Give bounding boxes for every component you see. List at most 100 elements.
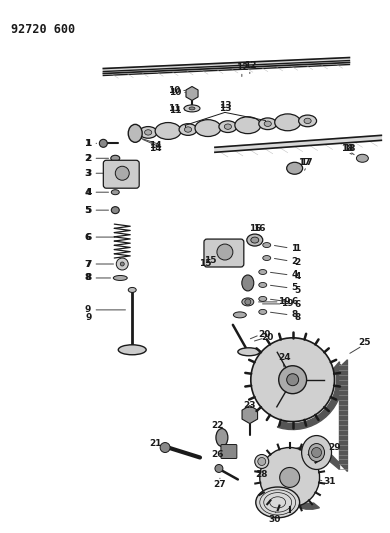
- Ellipse shape: [238, 348, 260, 356]
- Text: 4: 4: [84, 188, 90, 197]
- Circle shape: [258, 457, 266, 465]
- Ellipse shape: [113, 276, 127, 280]
- Ellipse shape: [301, 435, 332, 470]
- Ellipse shape: [184, 105, 200, 112]
- Text: 14: 14: [149, 141, 161, 150]
- Circle shape: [217, 244, 233, 260]
- FancyBboxPatch shape: [221, 445, 237, 458]
- Text: 20: 20: [262, 333, 274, 342]
- Circle shape: [120, 262, 124, 266]
- Ellipse shape: [287, 162, 303, 174]
- Text: 7: 7: [85, 260, 92, 269]
- Text: 9: 9: [85, 313, 92, 322]
- Text: 24: 24: [278, 353, 291, 362]
- Circle shape: [115, 166, 129, 180]
- FancyBboxPatch shape: [204, 239, 244, 267]
- Ellipse shape: [111, 207, 119, 214]
- Ellipse shape: [263, 255, 271, 261]
- Text: 5: 5: [291, 284, 298, 293]
- Text: 26: 26: [212, 450, 224, 459]
- Text: 17: 17: [300, 158, 313, 167]
- Text: 18: 18: [343, 144, 356, 153]
- Ellipse shape: [128, 124, 142, 142]
- Circle shape: [215, 464, 223, 472]
- Text: 6: 6: [291, 297, 298, 306]
- Text: 1: 1: [85, 139, 92, 148]
- Ellipse shape: [256, 487, 300, 518]
- Text: 16: 16: [248, 224, 261, 232]
- Ellipse shape: [308, 443, 324, 462]
- Text: 8: 8: [294, 313, 301, 322]
- Text: 8: 8: [84, 273, 90, 282]
- Text: 5: 5: [294, 286, 301, 295]
- Text: 16: 16: [254, 224, 266, 232]
- Polygon shape: [215, 135, 381, 152]
- Ellipse shape: [263, 243, 271, 247]
- Text: 27: 27: [214, 480, 226, 489]
- Ellipse shape: [251, 237, 259, 243]
- Ellipse shape: [304, 118, 311, 124]
- Text: 12: 12: [243, 61, 256, 70]
- Circle shape: [280, 467, 300, 487]
- Polygon shape: [103, 58, 349, 74]
- Text: 10: 10: [169, 88, 181, 97]
- Ellipse shape: [264, 121, 271, 126]
- Ellipse shape: [275, 114, 301, 131]
- Text: 9: 9: [84, 305, 90, 314]
- Ellipse shape: [259, 282, 267, 287]
- Text: 1: 1: [291, 244, 298, 253]
- Ellipse shape: [179, 124, 197, 135]
- Text: 8: 8: [85, 273, 92, 282]
- Text: 18: 18: [341, 144, 354, 153]
- Ellipse shape: [247, 234, 263, 246]
- Circle shape: [160, 442, 170, 453]
- Text: 2: 2: [294, 257, 301, 266]
- Circle shape: [99, 139, 107, 147]
- Text: 13: 13: [219, 101, 231, 110]
- Ellipse shape: [255, 455, 269, 469]
- Text: 29: 29: [328, 443, 341, 452]
- Text: 3: 3: [85, 169, 92, 177]
- Text: 6: 6: [294, 301, 301, 309]
- Ellipse shape: [299, 115, 317, 127]
- Text: 15: 15: [199, 259, 211, 268]
- Text: 4: 4: [291, 270, 298, 279]
- Ellipse shape: [235, 117, 261, 134]
- Ellipse shape: [111, 190, 119, 195]
- Ellipse shape: [155, 123, 181, 140]
- Text: 19: 19: [281, 300, 294, 309]
- Text: 19: 19: [278, 297, 291, 306]
- Text: 25: 25: [358, 338, 370, 348]
- Circle shape: [260, 448, 319, 507]
- Ellipse shape: [259, 118, 277, 130]
- Text: 28: 28: [255, 470, 268, 479]
- Circle shape: [279, 366, 307, 394]
- Ellipse shape: [216, 429, 228, 447]
- Text: 23: 23: [243, 401, 256, 410]
- Ellipse shape: [195, 120, 221, 136]
- Circle shape: [287, 374, 299, 386]
- Polygon shape: [277, 360, 347, 509]
- Ellipse shape: [145, 130, 152, 135]
- Ellipse shape: [224, 124, 232, 130]
- Text: 12: 12: [236, 63, 248, 72]
- Circle shape: [245, 299, 251, 305]
- Ellipse shape: [189, 107, 195, 110]
- Ellipse shape: [233, 312, 246, 318]
- Text: 2: 2: [291, 256, 298, 265]
- Text: 11: 11: [168, 104, 180, 113]
- Text: 2: 2: [84, 154, 90, 163]
- Text: 4: 4: [294, 272, 301, 281]
- Ellipse shape: [259, 309, 267, 314]
- Ellipse shape: [242, 298, 254, 306]
- Ellipse shape: [219, 121, 237, 133]
- Circle shape: [251, 338, 335, 422]
- Text: 10: 10: [168, 86, 180, 95]
- Text: 1: 1: [294, 244, 301, 253]
- Text: 6: 6: [84, 232, 90, 241]
- Text: 15: 15: [204, 255, 216, 264]
- Ellipse shape: [128, 287, 136, 293]
- Text: 92720 600: 92720 600: [11, 22, 75, 36]
- Ellipse shape: [259, 270, 267, 274]
- Text: 21: 21: [149, 439, 161, 448]
